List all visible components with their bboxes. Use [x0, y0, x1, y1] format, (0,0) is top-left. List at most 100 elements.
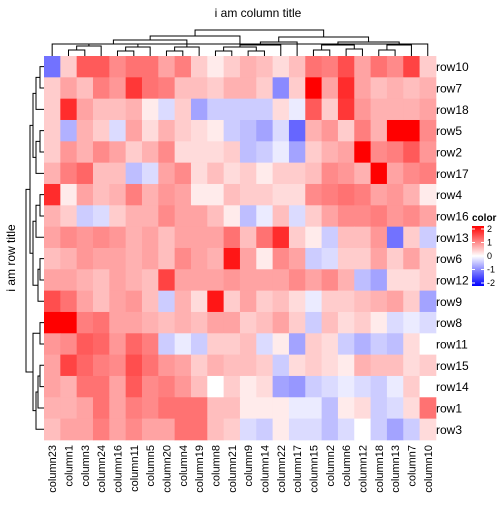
- dendrogram-branch: [247, 50, 265, 56]
- heatmap-cell: [354, 205, 371, 228]
- heatmap-cell: [207, 269, 225, 292]
- heatmap-cell: [386, 119, 404, 142]
- heatmap-cell: [174, 56, 192, 78]
- column-label: column23: [47, 445, 59, 493]
- heatmap-cell: [44, 141, 61, 164]
- row-label: row8: [436, 316, 462, 330]
- heatmap-cell: [354, 333, 371, 356]
- row-label: row18: [436, 103, 469, 117]
- heatmap-cell: [256, 226, 274, 249]
- heatmap-cell: [272, 183, 290, 206]
- heatmap-cell: [256, 183, 274, 206]
- heatmap-cell: [272, 333, 290, 356]
- heatmap-cell: [256, 141, 274, 164]
- heatmap-cell: [174, 119, 192, 142]
- heatmap-cell: [190, 354, 208, 377]
- heatmap-cell: [419, 119, 437, 142]
- heatmap-cell: [305, 269, 323, 292]
- heatmap-cell: [158, 354, 176, 377]
- heatmap-cell: [141, 98, 159, 121]
- heatmap-cell: [354, 119, 371, 142]
- heatmap-cell: [60, 354, 78, 377]
- heatmap-cell: [354, 56, 371, 78]
- heatmap-cell: [321, 354, 339, 377]
- heatmap-cell: [272, 375, 290, 398]
- heatmap-cell: [158, 141, 176, 164]
- heatmap-cell: [44, 354, 61, 377]
- heatmap-cell: [403, 56, 420, 78]
- heatmap-cell: [92, 290, 110, 313]
- heatmap-cell: [419, 226, 437, 249]
- heatmap-cell: [386, 311, 404, 334]
- heatmap-cell: [337, 397, 355, 420]
- dendrogram-branch: [214, 50, 233, 56]
- heatmap-cell: [92, 162, 110, 185]
- heatmap-cell: [288, 162, 306, 185]
- column-label: column8: [211, 445, 223, 487]
- heatmap-cell: [321, 375, 339, 398]
- heatmap-cell: [60, 77, 78, 100]
- heatmap-cell: [141, 269, 159, 292]
- heatmap-cell: [239, 375, 257, 398]
- heatmap-cell: [141, 247, 159, 270]
- row-label: row17: [436, 167, 469, 181]
- heatmap-cell: [92, 183, 110, 206]
- heatmap-cell: [60, 333, 78, 356]
- heatmap-cell: [223, 375, 241, 398]
- heatmap-cell: [370, 247, 388, 270]
- legend-tick-label: 0: [487, 251, 492, 261]
- heatmap-cell: [386, 98, 404, 121]
- heatmap-cell: [288, 77, 306, 100]
- legend-tick-label: -1: [487, 265, 495, 275]
- heatmap-cell: [158, 226, 176, 249]
- heatmap-cell: [76, 56, 94, 78]
- row-label: row12: [436, 274, 469, 288]
- heatmap-cell: [174, 354, 192, 377]
- heatmap-cell: [44, 397, 61, 420]
- heatmap-cell: [125, 269, 143, 292]
- heatmap-cell: [321, 226, 339, 249]
- heatmap-cell: [321, 183, 339, 206]
- heatmap-cell: [272, 162, 290, 185]
- column-label: column18: [374, 445, 386, 493]
- heatmap-cell: [76, 205, 94, 228]
- heatmap-cell: [44, 333, 61, 356]
- heatmap-cell: [321, 141, 339, 164]
- heatmap-cell: [92, 141, 110, 164]
- dendrogram-branch: [39, 130, 44, 153]
- heatmap-cell: [190, 375, 208, 398]
- dendrogram-branch: [39, 364, 44, 388]
- heatmap-cell: [109, 141, 127, 164]
- heatmap-cell: [158, 247, 176, 270]
- heatmap-cell: [386, 290, 404, 313]
- dendrogram-branch: [76, 45, 102, 56]
- heatmap-cell: [190, 56, 208, 78]
- heatmap-cell: [419, 183, 437, 206]
- heatmap-cell: [354, 247, 371, 270]
- heatmap-cell: [109, 205, 127, 228]
- heatmap-cell: [141, 397, 159, 420]
- heatmap-cell: [207, 354, 225, 377]
- heatmap-cell: [370, 418, 388, 441]
- heatmap-cell: [288, 56, 306, 78]
- heatmap-cell: [354, 397, 371, 420]
- column-label: column7: [406, 445, 418, 487]
- heatmap-cell: [76, 269, 94, 292]
- heatmap-cell: [272, 354, 290, 377]
- heatmap-cell: [60, 205, 78, 228]
- heatmap-cell: [125, 418, 143, 441]
- heatmap-cell: [272, 77, 290, 100]
- heatmap-cell: [321, 397, 339, 420]
- heatmap-cell: [190, 226, 208, 249]
- heatmap-cell: [190, 205, 208, 228]
- heatmap-cell: [256, 77, 274, 100]
- heatmap-cell: [239, 269, 257, 292]
- heatmap-cell: [239, 333, 257, 356]
- heatmap-cell: [321, 119, 339, 142]
- row-axis-title: i am row title: [4, 224, 18, 292]
- heatmap-cell: [403, 183, 420, 206]
- heatmap-cell: [272, 226, 290, 249]
- heatmap-cell: [419, 354, 437, 377]
- heatmap-cell: [403, 162, 420, 185]
- heatmap-cell: [354, 141, 371, 164]
